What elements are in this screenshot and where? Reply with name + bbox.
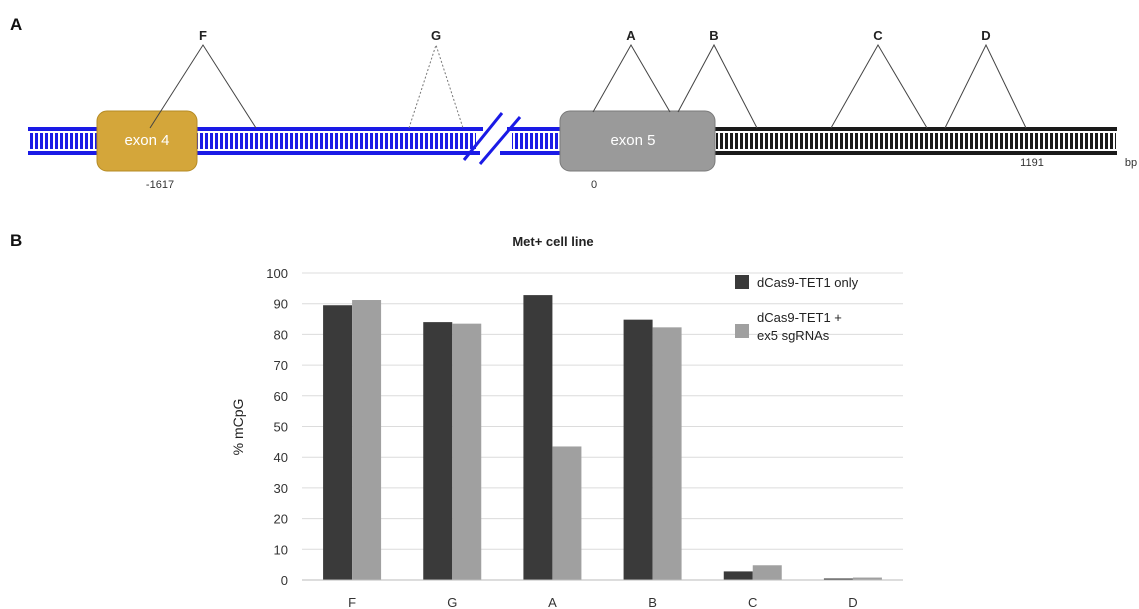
exon-4: exon 4 (96, 110, 198, 172)
panel-a-label: A (10, 15, 22, 34)
bar-f-series-2 (352, 300, 382, 580)
exon-5-label: exon 5 (610, 132, 655, 149)
unit-label: bp (1125, 157, 1137, 169)
panel-b-label: B (10, 231, 22, 250)
site-label-f: F (199, 28, 207, 43)
y-tick-label: 10 (274, 542, 288, 557)
x-tick-label: B (648, 595, 657, 609)
axis-break-icon (462, 112, 522, 165)
bar-g-series-2 (452, 323, 482, 580)
site-b: B (677, 28, 758, 129)
site-f: F (149, 28, 257, 129)
bar-a-series-1 (523, 295, 553, 580)
bar-b-series-2 (652, 327, 682, 580)
bar-b-series-1 (623, 319, 653, 580)
gridlines (302, 272, 903, 550)
legend-label-dark: dCas9-TET1 only (757, 275, 859, 290)
legend-swatch-light (735, 324, 749, 338)
legend-item-light: dCas9-TET1 + ex5 sgRNAs (735, 310, 842, 343)
y-tick-label: 90 (274, 297, 288, 312)
y-tick-label: 70 (274, 358, 288, 373)
y-tick-label: 30 (274, 481, 288, 496)
bar-d-series-1 (823, 578, 853, 580)
site-a: A (592, 28, 671, 113)
bar-a-series-2 (552, 446, 582, 580)
position-label-exon4: -1617 (146, 179, 174, 191)
y-axis-label: % mCpG (230, 399, 246, 456)
y-tick-label: 60 (274, 389, 288, 404)
dna-strand-upstream-left (28, 127, 483, 155)
x-tick-label: G (447, 595, 457, 609)
bar-c-series-1 (723, 571, 753, 580)
y-tick-label: 100 (266, 266, 288, 281)
legend-item-dark: dCas9-TET1 only (735, 275, 859, 290)
site-label-a: A (626, 28, 636, 43)
y-tick-label: 50 (274, 420, 288, 435)
y-tick-label: 80 (274, 327, 288, 342)
x-tick-label: A (548, 595, 557, 609)
y-tick-label: 20 (274, 512, 288, 527)
x-tick-label: F (348, 595, 356, 609)
bar-g-series-1 (423, 322, 453, 580)
bar-c-series-2 (752, 565, 782, 580)
y-tick-label: 0 (281, 573, 288, 588)
bar-d-series-2 (852, 577, 882, 580)
exon-4-label: exon 4 (124, 132, 169, 149)
legend-swatch-dark (735, 275, 749, 289)
site-d: D (944, 28, 1027, 129)
y-axis-ticks: 0 10 20 30 40 50 60 70 80 90 100 (266, 266, 288, 588)
dna-strand-upstream-right (500, 127, 565, 155)
legend: dCas9-TET1 only dCas9-TET1 + ex5 sgRNAs (735, 275, 859, 343)
position-label-end: 1191 (1020, 157, 1044, 169)
x-tick-label: C (748, 595, 757, 609)
site-label-g: G (431, 28, 441, 43)
position-label-exon5: 0 (591, 179, 597, 191)
panel-a: A exon 4 e (10, 15, 1137, 191)
panel-b: B Met+ cell line % mCpG 0 10 20 30 40 50 60 70 8… (10, 231, 903, 609)
site-label-b: B (709, 28, 718, 43)
y-tick-label: 40 (274, 450, 288, 465)
site-g: G (408, 28, 464, 129)
bars (323, 295, 882, 580)
site-label-c: C (873, 28, 883, 43)
exon-5: exon 5 (559, 110, 716, 172)
chart-title: Met+ cell line (512, 234, 593, 249)
x-tick-label: D (848, 595, 857, 609)
bar-f-series-1 (323, 305, 353, 580)
site-c: C (830, 28, 928, 129)
legend-label-light: dCas9-TET1 + ex5 sgRNAs (757, 310, 842, 343)
dna-strand-downstream (712, 127, 1117, 155)
site-label-d: D (981, 28, 990, 43)
